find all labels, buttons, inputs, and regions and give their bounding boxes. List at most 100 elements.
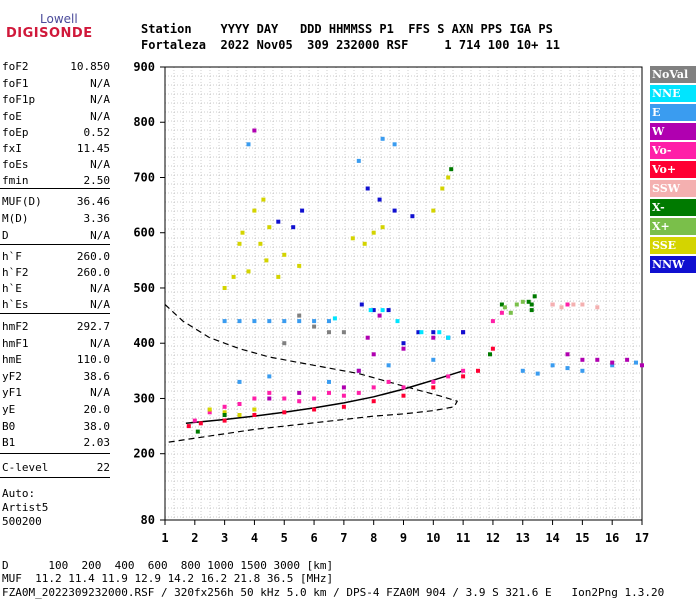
data-point-w: [377, 313, 382, 318]
trace-line: [185, 370, 464, 425]
param-value: 292.7: [76, 320, 110, 333]
data-point-vo-: [198, 421, 203, 426]
data-point-sse: [240, 230, 245, 235]
data-point-e: [267, 374, 272, 379]
data-point-ssw: [559, 305, 564, 310]
data-point-e: [634, 360, 638, 365]
data-point-vo-: [341, 404, 346, 409]
y-tick-label: 700: [133, 170, 155, 184]
param-value: 22: [96, 461, 110, 474]
param-name: foF1p: [2, 93, 36, 106]
data-point-w: [401, 346, 406, 351]
data-point-vo-: [186, 424, 191, 429]
legend-item-xminus: X-: [650, 199, 696, 216]
param-name: M(D): [2, 212, 29, 225]
y-tick-label: 300: [133, 391, 155, 405]
param-name: hmF1: [2, 337, 29, 350]
param-value: 3.36: [83, 212, 111, 225]
param-row: fxI 11.45: [2, 142, 110, 155]
x-tick-label: 10: [426, 531, 440, 545]
data-point-x-: [449, 167, 454, 172]
data-point-e: [237, 379, 242, 384]
param-row: h`E N/A: [2, 282, 110, 295]
legend-item-w: W: [650, 123, 696, 140]
param-row: yF2 38.6: [2, 370, 110, 383]
param-name: h`E: [2, 282, 22, 295]
data-point-nnw: [392, 208, 397, 213]
profile-curve: [164, 304, 459, 444]
data-point-noval: [297, 313, 302, 318]
data-point-e: [565, 366, 570, 371]
data-point-vo-: [312, 407, 317, 412]
param-value: 10.850: [70, 60, 110, 73]
x-tick-label: 7: [340, 531, 347, 545]
data-point-sse: [282, 252, 287, 257]
data-point-vo-: [371, 385, 376, 390]
data-point-sse: [446, 175, 451, 180]
data-point-sse: [261, 197, 266, 202]
param-name: D: [2, 229, 9, 242]
data-point-vo-: [499, 310, 504, 315]
param-name: foEs: [2, 158, 29, 171]
data-point-x-: [508, 310, 513, 315]
data-point-vo-: [207, 410, 212, 415]
data-point-sse: [264, 258, 269, 263]
param-row: foF2 10.850: [2, 60, 110, 73]
legend-item-vominus: Vo+: [650, 161, 696, 178]
data-point-nnw: [276, 219, 281, 224]
data-point-x-: [514, 302, 519, 307]
data-point-e: [297, 319, 302, 324]
data-point-ssw: [571, 302, 576, 307]
param-name: fxI: [2, 142, 22, 155]
separator-line: [0, 188, 110, 189]
data-point-w: [580, 357, 585, 362]
param-name: foF1: [2, 77, 29, 90]
data-point-sse: [222, 410, 227, 415]
data-point-x-: [499, 302, 504, 307]
x-tick-label: 11: [456, 531, 470, 545]
param-name: C-level: [2, 461, 49, 474]
data-point-nne: [437, 330, 442, 335]
param-row: foE N/A: [2, 110, 110, 123]
param-value: N/A: [90, 386, 110, 399]
data-point-sse: [380, 225, 385, 230]
param-row: hmF1 N/A: [2, 337, 110, 350]
param-name: h`Es: [2, 298, 29, 311]
data-point-vo-: [297, 399, 302, 404]
data-point-e: [520, 368, 525, 373]
data-point-w: [341, 385, 346, 390]
param-value: 260.0: [76, 266, 110, 279]
data-point-nnw: [401, 341, 406, 346]
x-tick-label: 9: [400, 531, 407, 545]
muf-row: MUF 11.2 11.4 11.9 12.9 14.2 16.2 21.8 3…: [2, 572, 334, 585]
data-point-vo-: [267, 390, 272, 395]
data-point-e: [237, 319, 242, 324]
param-row: h`F2 260.0: [2, 266, 110, 279]
x-tick-label: 16: [605, 531, 619, 545]
param-value: 38.0: [83, 420, 111, 433]
data-point-sse: [252, 208, 257, 213]
param-row: fmin 2.50: [2, 174, 110, 187]
data-point-ssw: [550, 302, 555, 307]
param-name: foE: [2, 110, 22, 123]
data-point-nnw: [416, 330, 421, 335]
data-point-sse: [362, 241, 367, 246]
legend-item-nne: NNE: [650, 85, 696, 102]
param-value: 260.0: [76, 250, 110, 263]
data-point-nnw: [431, 330, 436, 335]
data-point-sse: [297, 263, 302, 268]
legend-item-sse: SSE: [650, 237, 696, 254]
data-point-sse: [237, 413, 242, 417]
data-point-nnw: [359, 302, 364, 307]
param-value: N/A: [90, 298, 110, 311]
data-point-x-: [195, 429, 200, 434]
data-point-nne: [446, 335, 451, 340]
data-point-e: [431, 357, 436, 362]
legend-item-ssw: SSW: [650, 180, 696, 197]
param-row: M(D) 3.36: [2, 212, 110, 225]
data-point-e: [356, 158, 361, 163]
data-point-nnw: [410, 214, 415, 219]
param-name: yE: [2, 403, 16, 416]
param-value: 11.45: [76, 142, 110, 155]
data-point-sse: [276, 274, 281, 279]
